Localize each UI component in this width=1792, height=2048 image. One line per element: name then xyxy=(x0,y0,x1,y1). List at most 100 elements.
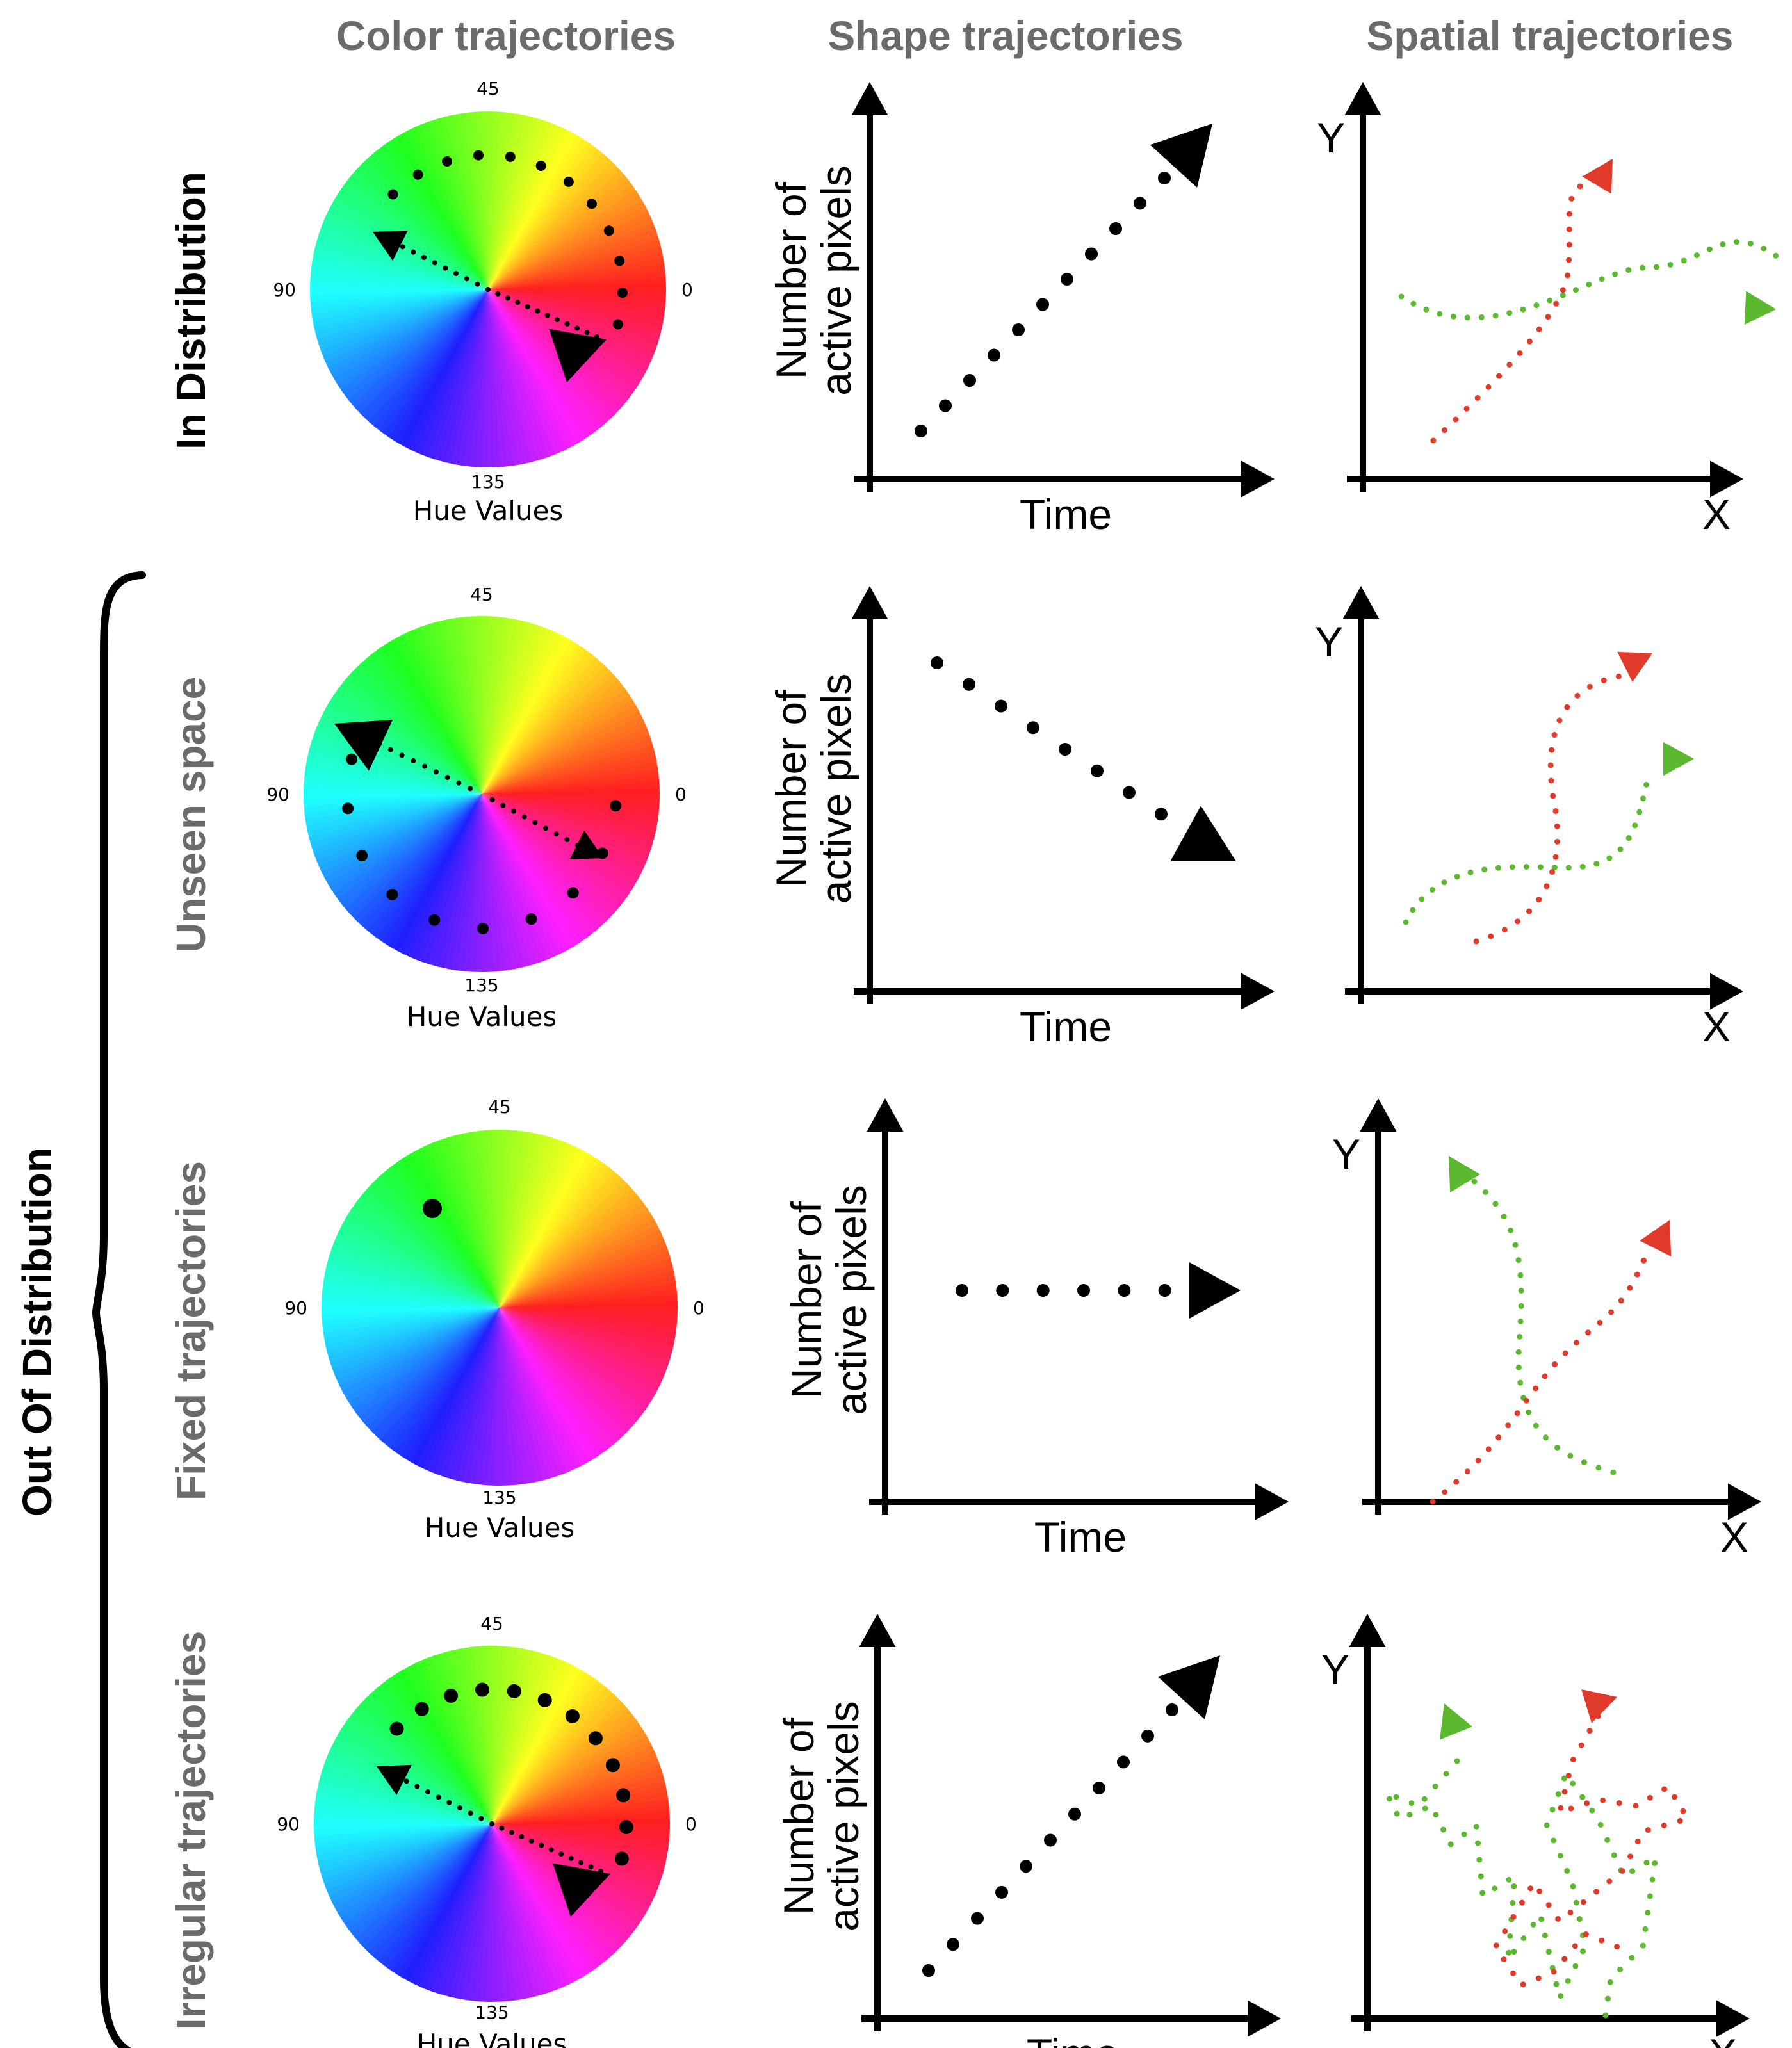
green-trajectory-dot xyxy=(1560,292,1566,298)
arrowhead-icon xyxy=(1255,1483,1289,1520)
trajectory-dot xyxy=(505,151,516,162)
green-trajectory-dot xyxy=(1580,1948,1586,1955)
green-trajectory-dot xyxy=(1464,314,1470,321)
trajectory-dot xyxy=(544,313,550,318)
trajectory-dot xyxy=(532,820,538,825)
trajectory-dot xyxy=(489,1821,494,1826)
red-trajectory-dot xyxy=(1552,1361,1558,1367)
hue-tick-top: 45 xyxy=(480,1613,503,1634)
green-trajectory-dot xyxy=(1393,1794,1399,1800)
green-trajectory-dot xyxy=(1515,1364,1522,1370)
trajectory-dot xyxy=(485,287,491,292)
trajectory-dot xyxy=(956,1284,968,1297)
red-trajectory-dot xyxy=(1586,1728,1593,1734)
red-trajectory-dot xyxy=(1566,257,1572,263)
green-trajectory-dot xyxy=(1433,1812,1439,1818)
red-trajectory-dot xyxy=(1552,808,1559,814)
red-trajectory-dot xyxy=(1568,195,1575,202)
red-trajectory-dot xyxy=(1501,1956,1507,1963)
trajectory-dot xyxy=(915,425,927,437)
green-trajectory-dot xyxy=(1586,281,1592,288)
red-trajectory-dot xyxy=(1661,1823,1667,1829)
red-trajectory-dot xyxy=(1567,1909,1574,1915)
green-trajectory-dot xyxy=(1643,1859,1650,1865)
green-trajectory-dot xyxy=(1429,886,1435,893)
trajectory-dot xyxy=(509,1830,514,1835)
trajectory-dot xyxy=(995,699,1007,713)
green-trajectory-dot xyxy=(1549,1807,1556,1813)
green-trajectory-dot xyxy=(1495,865,1501,871)
spatial-charts: XYXYXYXY xyxy=(1315,82,1779,2048)
green-trajectory-dot xyxy=(1551,865,1558,871)
red-trajectory-dot xyxy=(1473,938,1479,945)
red-trajectory-dot xyxy=(1514,918,1520,925)
green-trajectory-dot xyxy=(1454,874,1460,880)
red-trajectory-dot xyxy=(1618,1297,1624,1304)
arrowhead-icon xyxy=(867,1098,904,1132)
red-trajectory-dot xyxy=(1577,183,1583,190)
green-trajectory-dot xyxy=(1604,1837,1611,1843)
red-trajectory-dot xyxy=(1526,338,1533,345)
red-trajectory-dot xyxy=(1616,1800,1622,1807)
green-trajectory-dot xyxy=(1447,1841,1454,1848)
red-trajectory-dot xyxy=(1552,854,1559,860)
green-trajectory-dot xyxy=(1720,241,1726,247)
red-trajectory-dot xyxy=(1523,1397,1529,1404)
red-trajectory-dot xyxy=(1536,1888,1543,1894)
trajectory-dot xyxy=(507,1684,521,1698)
hue-tick-right: 0 xyxy=(681,279,693,300)
shape-x-label: Time xyxy=(1034,1513,1127,1561)
trajectory-dot xyxy=(489,797,495,802)
row-label-unseen-space: Unseen space xyxy=(168,677,214,952)
green-trajectory-dot xyxy=(1653,264,1659,270)
red-trajectory-dot xyxy=(1566,211,1572,217)
red-trajectory-dot xyxy=(1640,1257,1647,1264)
green-trajectory-dot xyxy=(1443,1771,1449,1777)
green-trajectory-dot xyxy=(1610,1469,1617,1475)
spatial-y-label: Y xyxy=(1317,114,1345,161)
red-trajectory-dot xyxy=(1647,1794,1653,1801)
red-trajectory-dot xyxy=(1514,1410,1520,1417)
red-trajectory-dot xyxy=(1580,1899,1586,1905)
trajectory-dot xyxy=(495,291,501,297)
row-label-irregular-trajectories: Irregular trajectories xyxy=(168,1631,214,2030)
arrowhead-icon xyxy=(1581,1689,1617,1723)
green-trajectory-dot xyxy=(1481,866,1488,873)
shape-y-label-line1: Number of xyxy=(767,690,815,888)
red-trajectory-dot xyxy=(1555,1915,1561,1922)
shape-x-label: Time xyxy=(1020,491,1112,538)
arrowhead-icon xyxy=(1449,1156,1481,1193)
hue-tick-bottom: 135 xyxy=(475,2002,509,2023)
green-trajectory-dot xyxy=(1593,861,1600,867)
arrowhead-icon xyxy=(1663,742,1694,776)
red-trajectory-dot xyxy=(1536,897,1542,903)
arrowhead-icon xyxy=(1150,124,1212,188)
green-trajectory-dot xyxy=(1542,1932,1548,1938)
shape-y-label-line2: active pixels xyxy=(827,1185,875,1415)
green-trajectory-dot xyxy=(1461,1831,1467,1837)
green-trajectory-dot xyxy=(1544,1822,1550,1828)
trajectory-dot xyxy=(442,156,453,167)
green-trajectory-dot xyxy=(1602,2012,1609,2019)
green-trajectory-dot xyxy=(1501,1214,1507,1220)
arrowhead-icon xyxy=(851,586,888,619)
trajectory-dot xyxy=(564,837,570,843)
trajectory-dot xyxy=(356,850,368,862)
green-trajectory-dot xyxy=(1441,879,1447,886)
hue-wheel-icon: 45 90 0 135 Hue Values xyxy=(277,1613,696,2048)
red-trajectory-dot xyxy=(1520,1981,1526,1988)
trajectory-dot xyxy=(519,1834,525,1840)
hue-tick-left: 90 xyxy=(277,1814,300,1835)
hue-wheel-caption: Hue Values xyxy=(407,1001,557,1032)
green-trajectory-dot xyxy=(1506,1949,1512,1956)
hue-wheel-icon: 45 90 0 135 Hue Values xyxy=(284,1096,704,1543)
trajectory-dot xyxy=(432,260,437,266)
trajectory-dot xyxy=(617,287,628,298)
trajectory-dot xyxy=(939,399,952,412)
shape-y-label-line2: active pixels xyxy=(820,1701,867,1931)
trajectory-dot xyxy=(1118,1284,1131,1297)
hue-tick-top: 45 xyxy=(477,78,500,99)
